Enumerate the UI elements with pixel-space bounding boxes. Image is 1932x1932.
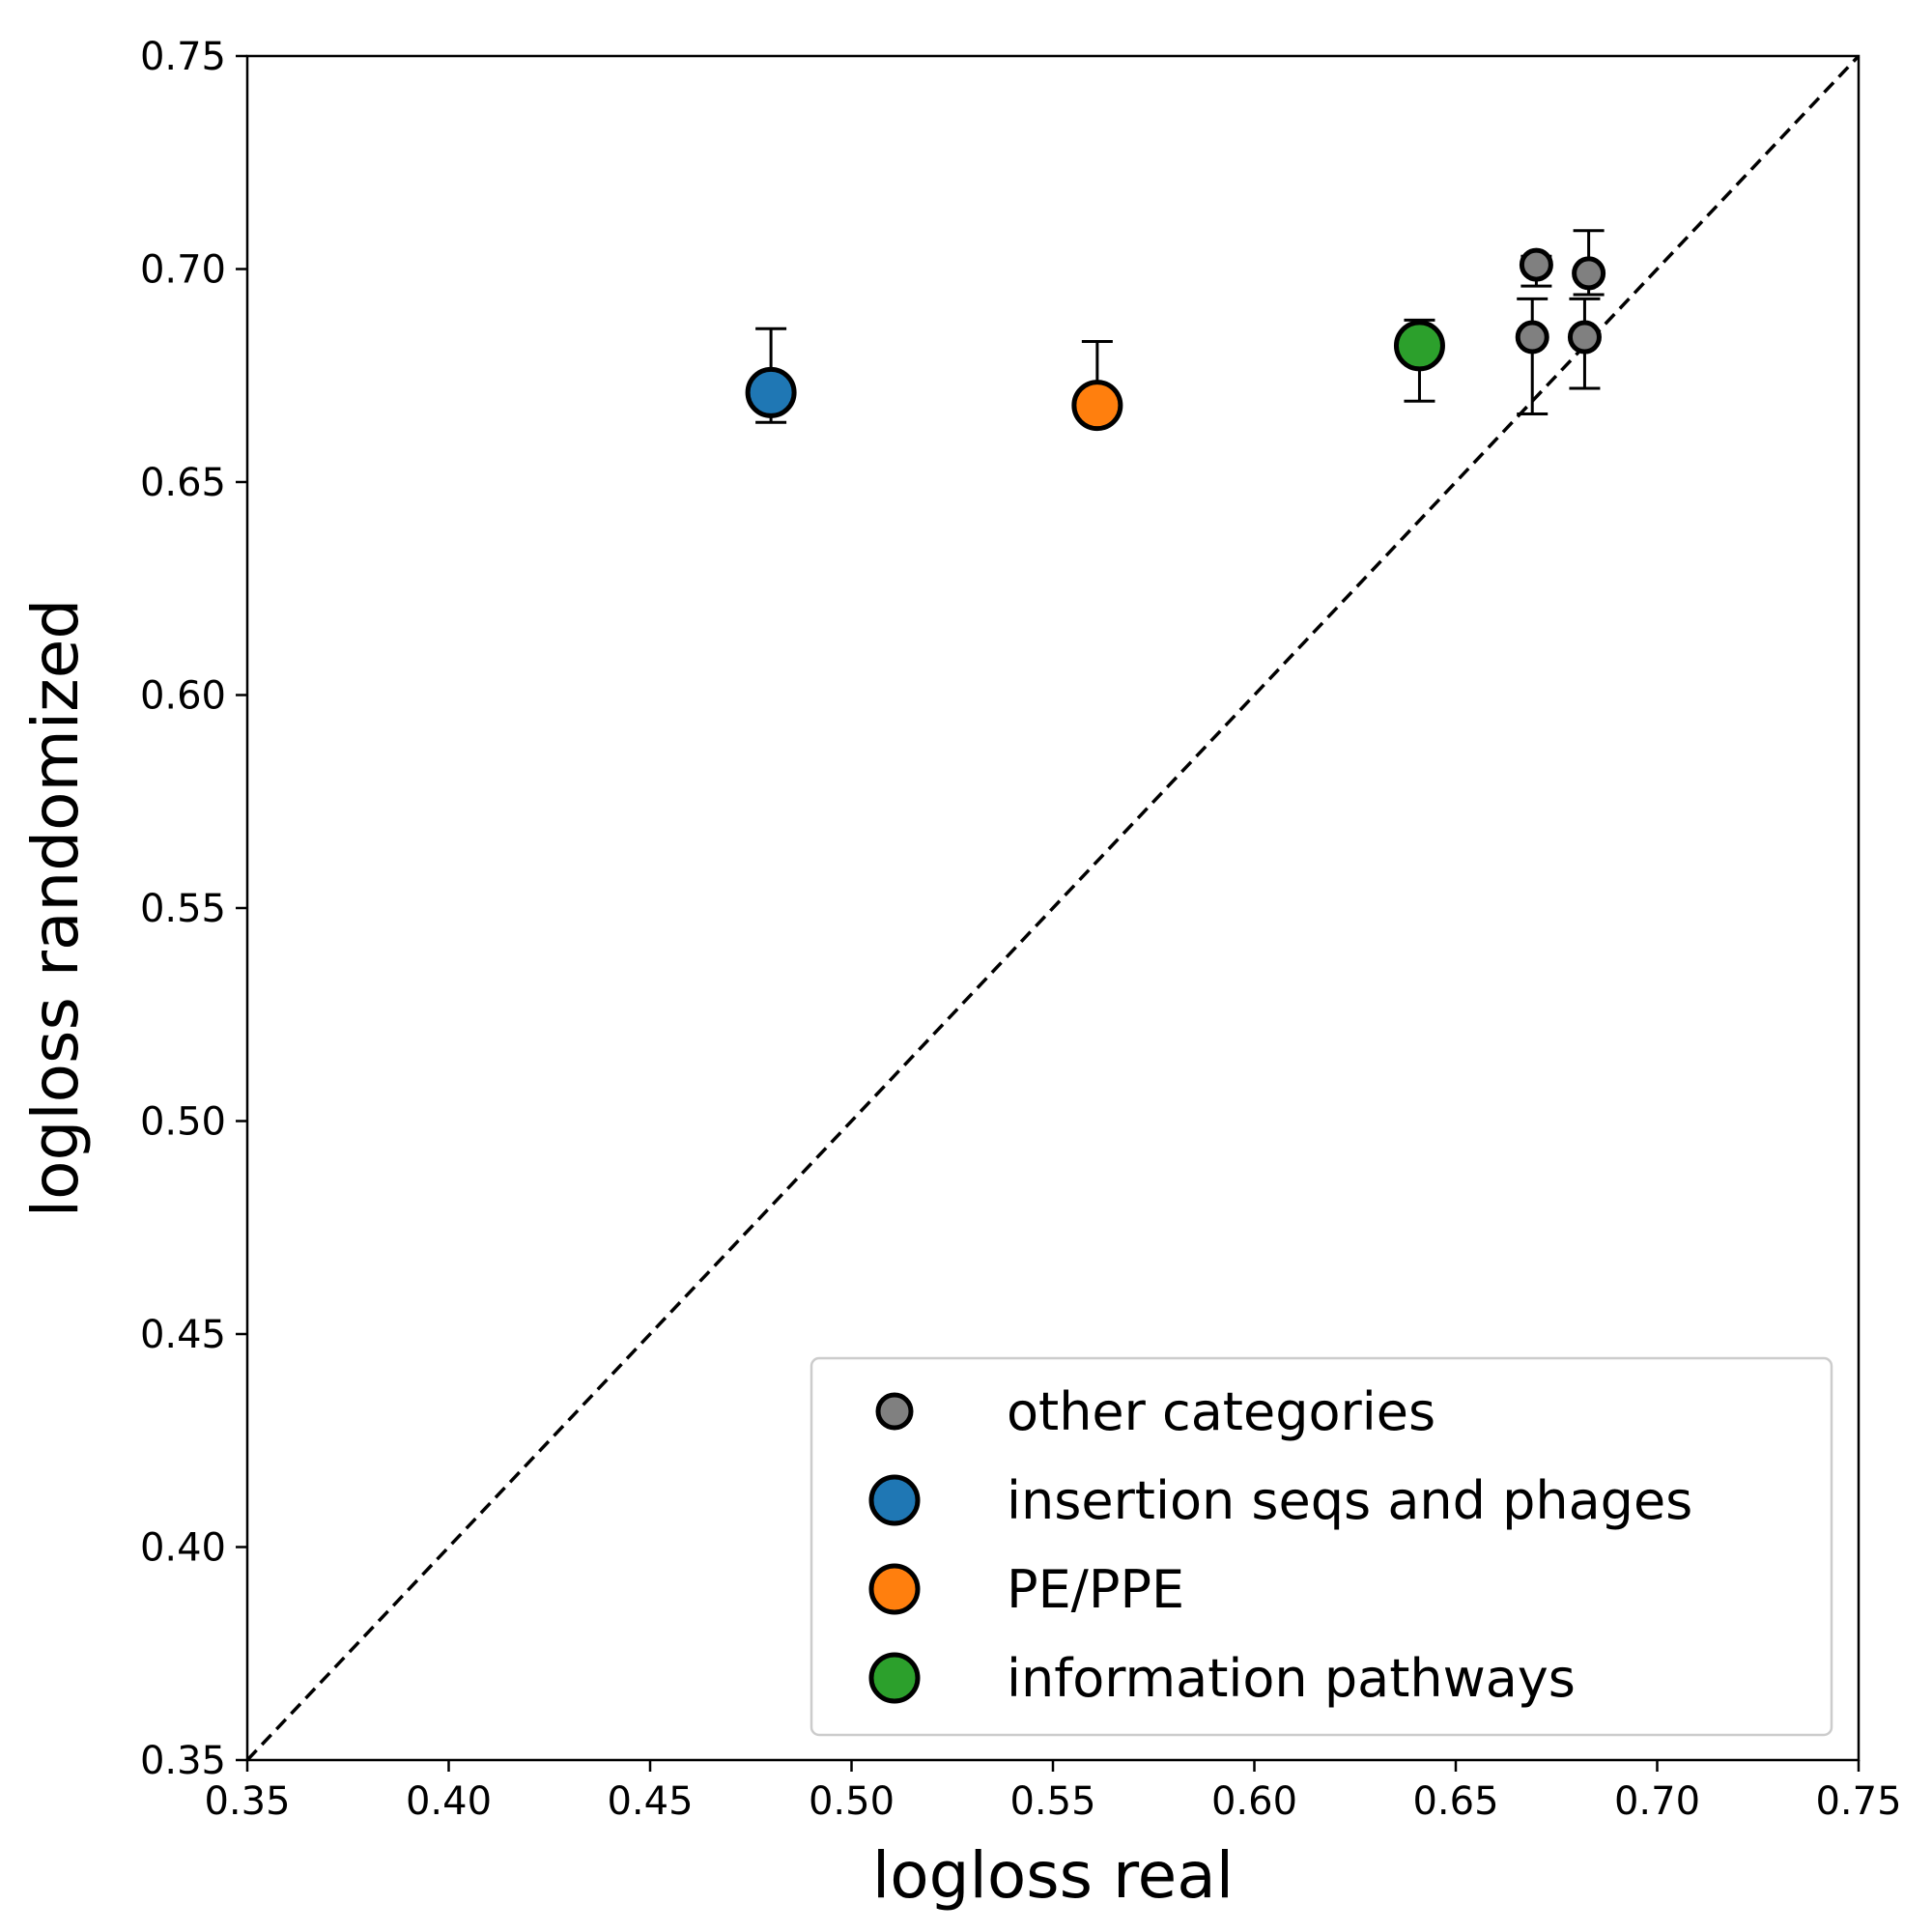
data-point bbox=[745, 366, 797, 418]
legend-label: other categories bbox=[1007, 1381, 1435, 1442]
y-tick-label: 0.50 bbox=[140, 1100, 226, 1145]
x-tick-label: 0.70 bbox=[1614, 1779, 1700, 1824]
y-tick-label: 0.45 bbox=[140, 1313, 226, 1357]
x-axis-label: logloss real bbox=[872, 1838, 1234, 1913]
legend-label: insertion seqs and phages bbox=[1007, 1470, 1692, 1531]
y-tick-label: 0.75 bbox=[140, 35, 226, 79]
y-tick-label: 0.35 bbox=[140, 1739, 226, 1783]
legend: other categories insertion seqs and phage… bbox=[810, 1356, 1833, 1737]
y-tick-label: 0.60 bbox=[140, 674, 226, 719]
data-point bbox=[1572, 256, 1606, 291]
x-tick-label: 0.50 bbox=[809, 1779, 895, 1824]
legend-marker bbox=[868, 1563, 921, 1615]
legend-marker bbox=[875, 1392, 914, 1431]
y-axis-label: logloss randomized bbox=[18, 599, 93, 1218]
x-tick-label: 0.65 bbox=[1412, 1779, 1498, 1824]
legend-marker bbox=[868, 1652, 921, 1704]
plot-frame bbox=[245, 54, 1861, 1762]
legend-marker bbox=[868, 1474, 921, 1526]
legend-label: information pathways bbox=[1007, 1648, 1576, 1709]
y-tick-label: 0.55 bbox=[140, 887, 226, 931]
plot-area bbox=[245, 54, 1861, 1762]
x-tick-label: 0.45 bbox=[607, 1779, 693, 1824]
data-point bbox=[1515, 320, 1549, 355]
data-point bbox=[1519, 247, 1553, 282]
y-tick-label: 0.40 bbox=[140, 1526, 226, 1571]
data-point bbox=[1393, 320, 1445, 372]
x-tick-label: 0.60 bbox=[1211, 1779, 1297, 1824]
x-tick-label: 0.35 bbox=[204, 1779, 290, 1824]
x-tick-label: 0.75 bbox=[1815, 1779, 1901, 1824]
data-point bbox=[1567, 320, 1602, 355]
diagonal-reference-line bbox=[245, 54, 1861, 1762]
x-tick-label: 0.55 bbox=[1009, 1779, 1095, 1824]
y-tick-label: 0.65 bbox=[140, 461, 226, 505]
data-point bbox=[1071, 380, 1123, 432]
axis-ticks: 0.35 0.40 0.45 0.50 0.55 0.60 0.65 0.70 0.75 0.35… bbox=[140, 35, 1902, 1824]
x-tick-label: 0.40 bbox=[406, 1779, 492, 1824]
legend-label: PE/PPE bbox=[1007, 1559, 1184, 1620]
legend-box bbox=[810, 1356, 1833, 1737]
y-tick-label: 0.70 bbox=[140, 248, 226, 293]
